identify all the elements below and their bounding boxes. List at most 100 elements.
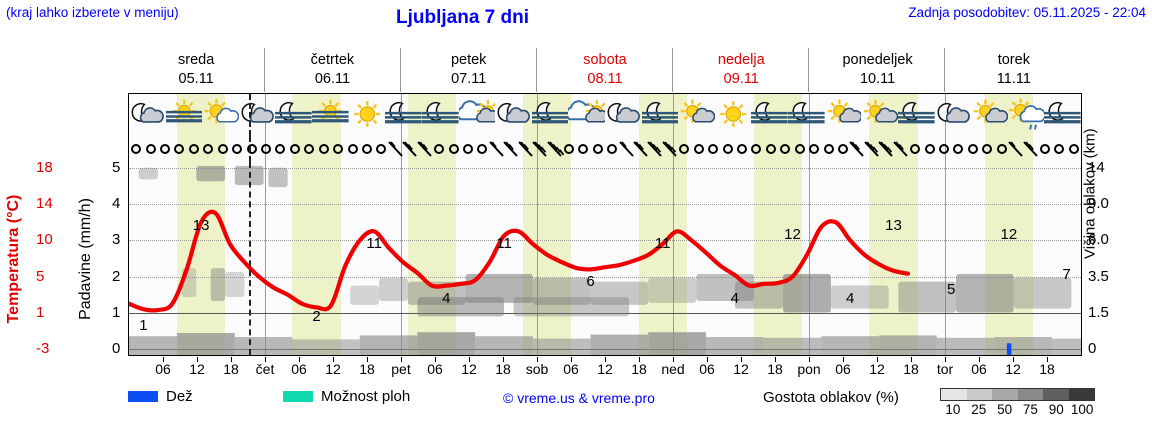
- wind-barb-icon: [646, 138, 664, 160]
- day-separator: [945, 162, 946, 355]
- wind-barb-icon: [387, 138, 405, 160]
- x-axis-label: 12: [325, 361, 341, 377]
- x-axis-tick: [469, 357, 470, 362]
- daylight-band: [523, 162, 572, 355]
- wind-calm-icon: [574, 138, 592, 160]
- wind-calm-icon: [286, 138, 304, 160]
- wind-barb-icon: [1022, 138, 1040, 160]
- gridline: [129, 276, 1081, 278]
- copyright-link[interactable]: © vreme.us & vreme.pro: [503, 390, 655, 406]
- wind-calm-icon: [820, 138, 838, 160]
- wind-calm-icon: [329, 138, 347, 160]
- weather-icon-moon-fog: [421, 96, 459, 134]
- wind-barb-icon: [1007, 138, 1025, 160]
- wind-calm-icon: [271, 138, 289, 160]
- page-title: Ljubljana 7 dni: [396, 7, 530, 28]
- temperature-point-label: 12: [784, 226, 801, 244]
- weather-icon-sun-fog: [165, 96, 203, 134]
- wind-barb-icon: [502, 138, 520, 160]
- day-name: ponedeljek: [842, 52, 913, 69]
- day-separator: [945, 136, 946, 162]
- daylight-band: [292, 136, 341, 162]
- temperature-tick-label: 5: [36, 267, 45, 285]
- cloud-density-step-label: 25: [971, 402, 987, 417]
- weather-icon-sun-cloud-rain: [1008, 96, 1046, 134]
- wind-calm-icon: [228, 138, 246, 160]
- day-separator: [265, 162, 266, 355]
- x-axis-label: sob: [525, 361, 549, 377]
- x-axis-tick: [843, 357, 844, 362]
- day-header-sobota: sobota 08.11: [537, 48, 673, 92]
- wind-barb-icon: [488, 138, 506, 160]
- day-separator: [673, 162, 674, 355]
- daylight-band: [754, 162, 803, 355]
- wind-calm-icon: [445, 138, 463, 160]
- x-axis-label: pet: [391, 361, 411, 377]
- cloud-density-step-label: 75: [1022, 402, 1038, 417]
- day-date: 05.11: [178, 71, 214, 87]
- x-axis-tick: [571, 357, 572, 362]
- cloud-density-step-label: 100: [1070, 402, 1094, 417]
- day-header-torek: torek 11.11: [946, 48, 1082, 92]
- weather-icon-moon-cloud: [605, 96, 642, 134]
- weather-icon-moon-fog: [788, 96, 825, 134]
- wind-calm-icon: [949, 138, 967, 160]
- wind-calm-icon: [603, 138, 621, 160]
- weather-icon-moon-cloud: [239, 96, 276, 134]
- day-separator: [265, 136, 266, 162]
- x-axis-tick: [333, 357, 334, 362]
- wind-calm-icon: [199, 138, 217, 160]
- weather-icon-cloud-sun: [566, 96, 609, 134]
- showers-color-swatch: [283, 391, 313, 402]
- temperature-tick-label: 10: [36, 231, 53, 249]
- temperature-point-label: 11: [366, 235, 382, 253]
- weather-icon-moon-fog: [531, 96, 569, 134]
- cloud-height-tick-label: 3.5: [1088, 267, 1109, 285]
- x-axis-tick: [503, 357, 504, 362]
- low-cloud-strip: [129, 162, 1081, 355]
- x-axis-label: 12: [461, 361, 477, 377]
- temperature-tick-label: 18: [36, 159, 53, 176]
- weather-icon-moon-cloud: [129, 96, 166, 134]
- x-axis-tick: [299, 357, 300, 362]
- wind-calm-icon: [243, 138, 261, 160]
- day-date: 08.11: [587, 71, 623, 87]
- cloud-density-step-label: 10: [945, 402, 961, 417]
- x-axis-tick: [741, 357, 742, 362]
- wind-calm-icon: [733, 138, 751, 160]
- day-name: nedelja: [717, 52, 765, 69]
- weather-icon-sun-cloud-small: [861, 96, 899, 134]
- day-date: 06.11: [314, 71, 351, 87]
- x-axis-tick: [1013, 357, 1014, 362]
- cloud-density-step: [992, 389, 1018, 400]
- wind-barb-icon: [848, 138, 866, 160]
- x-axis-tick: [401, 357, 402, 362]
- temperature-point-label: 5: [947, 280, 956, 298]
- cloud-density-step: [941, 389, 967, 400]
- cloud-density-step: [1068, 389, 1094, 400]
- day-separator: [809, 162, 810, 355]
- day-separator: [264, 48, 265, 92]
- x-axis-label: 12: [597, 361, 613, 377]
- x-axis-label: 12: [733, 361, 749, 377]
- cloud-density-layer: [129, 162, 1081, 355]
- weather-icon-band: [129, 94, 1081, 136]
- weather-icon-sun-fog: [312, 96, 349, 134]
- precipitation-tick-label: 3: [112, 231, 121, 249]
- day-separator: [673, 94, 674, 136]
- wind-calm-icon: [906, 138, 924, 160]
- x-axis-label: 06: [155, 361, 171, 377]
- wind-calm-icon: [170, 138, 188, 160]
- x-axis-label: 06: [563, 361, 579, 377]
- temperature-point-label: 4: [730, 289, 739, 307]
- daylight-band: [754, 136, 803, 162]
- wind-barb-icon: [618, 138, 636, 160]
- wind-barb-icon: [877, 138, 895, 160]
- wind-calm-icon: [358, 138, 376, 160]
- weather-icon-moon-fog: [641, 96, 679, 134]
- wind-barb-icon: [546, 138, 564, 160]
- x-axis-label: 06: [971, 361, 987, 377]
- wind-calm-icon: [344, 138, 362, 160]
- x-axis-tick: [197, 357, 198, 362]
- cloud-density-scale-labels: 10 25 50 75 90 100: [940, 402, 1095, 420]
